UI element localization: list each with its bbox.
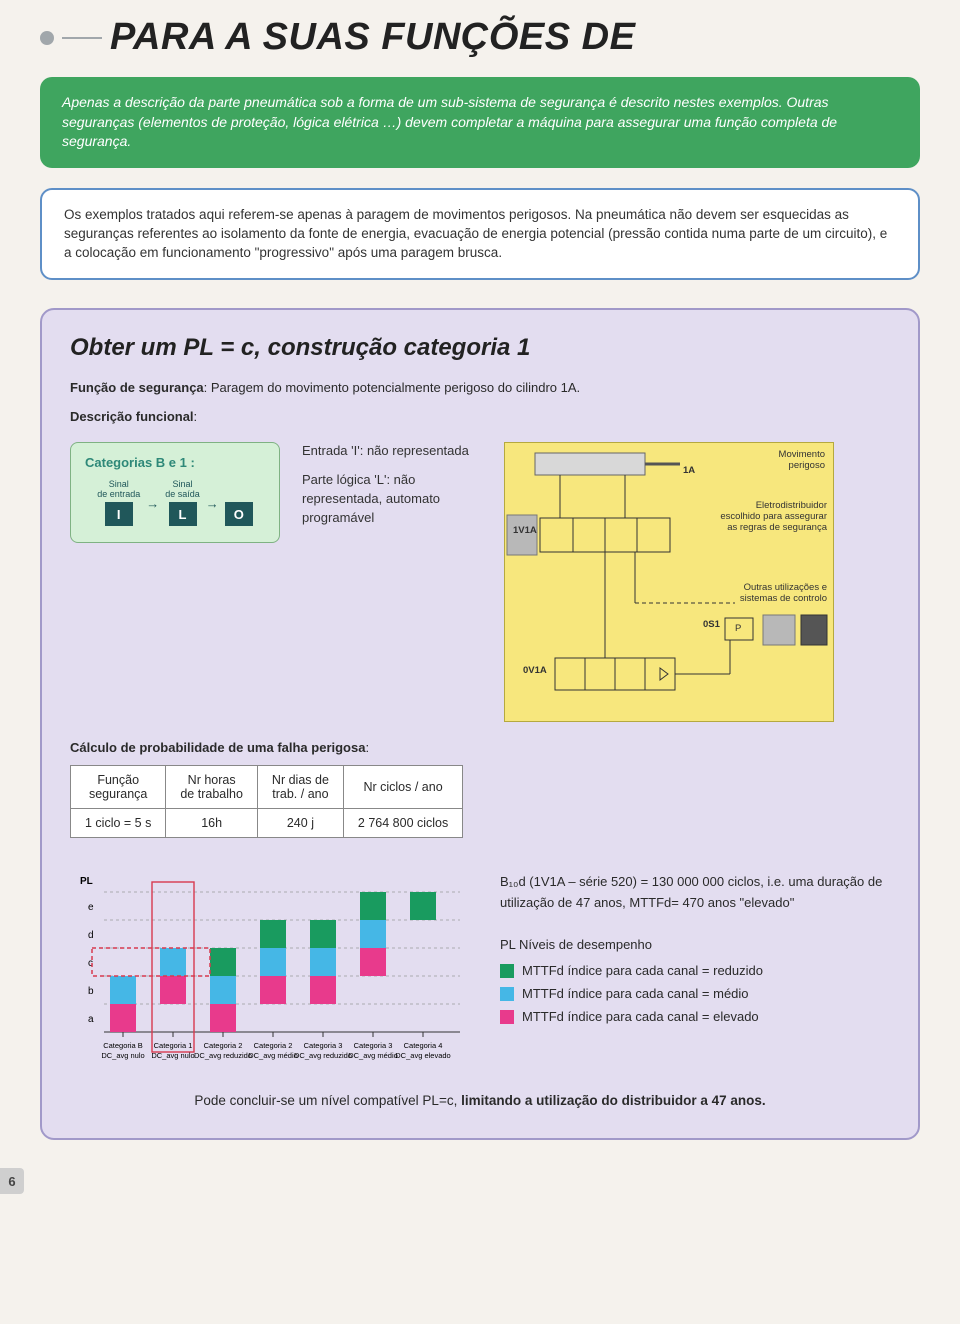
lbl-p: P (735, 623, 741, 634)
legend-text: MTTFd índice para cada canal = reduzido (522, 961, 763, 981)
ilo-row: Sinal de entrada I → Sinal de saída L → … (85, 480, 265, 526)
svg-text:a: a (88, 1014, 94, 1025)
lbl-mov: Movimento perigoso (779, 449, 825, 471)
title-dot (40, 31, 54, 45)
td1: 16h (166, 809, 258, 838)
legend-swatch (500, 964, 514, 978)
svg-text:DC_avg reduzido: DC_avg reduzido (294, 1051, 352, 1060)
svg-text:Categoria 1: Categoria 1 (154, 1041, 193, 1050)
schematic: 1A Movimento perigoso 1V1A Eletrodistrib… (504, 442, 834, 722)
lbl-0s1: 0S1 (703, 619, 720, 630)
ilo-col-o: O (225, 480, 253, 526)
td3: 2 764 800 ciclos (343, 809, 462, 838)
conclusion: Pode concluir-se um nível compatível PL=… (70, 1093, 890, 1108)
legend-pl-title: PL Níveis de desempenho (500, 935, 890, 955)
ilo-box-o: O (225, 502, 253, 526)
main-panel: Obter um PL = c, construção categoria 1 … (40, 308, 920, 1140)
td2: 240 j (257, 809, 343, 838)
svg-text:Categoria 3: Categoria 3 (354, 1041, 393, 1050)
page-title: PARA A SUAS FUNÇÕES DE (110, 16, 635, 59)
svg-text:b: b (88, 986, 94, 997)
ilo-col-i: Sinal de entrada I (97, 480, 140, 526)
arrow-icon: → (146, 496, 159, 511)
svg-text:Categoria B: Categoria B (103, 1041, 143, 1050)
pl-chart: PLabcdeCategoria BDC_avg nuloCategoria 1… (70, 872, 470, 1072)
ilo-spacer (238, 480, 241, 500)
arrow-icon: → (206, 496, 219, 511)
func-text: : Paragem do movimento potencialmente pe… (204, 380, 581, 395)
th2: Nr dias de trab. / ano (257, 766, 343, 809)
svg-text:Categoria 2: Categoria 2 (204, 1041, 243, 1050)
ilo-box-l: L (169, 502, 197, 526)
section-title: Obter um PL = c, construção categoria 1 (70, 334, 890, 362)
legend-text: MTTFd índice para cada canal = médio (522, 984, 749, 1004)
ilo-box-i: I (105, 502, 133, 526)
svg-text:DC_avg nulo: DC_avg nulo (101, 1051, 144, 1060)
svg-text:Categoria 3: Categoria 3 (304, 1041, 343, 1050)
entry-l1: Entrada 'I': não representada (302, 442, 482, 461)
svg-text:DC_avg médio: DC_avg médio (348, 1051, 398, 1060)
ilo-col-l: Sinal de saída L (165, 480, 200, 526)
intro-green-box: Apenas a descrição da parte pneumática s… (40, 77, 920, 168)
legend-swatch (500, 987, 514, 1001)
conclusion-a: Pode concluir-se um nível compatível PL=… (194, 1093, 461, 1108)
svg-text:DC_avg elevado: DC_avg elevado (395, 1051, 450, 1060)
svg-text:Categoria 4: Categoria 4 (404, 1041, 443, 1050)
func-line: Função de segurança: Paragem do moviment… (70, 380, 890, 395)
svg-text:DC_avg nulo: DC_avg nulo (151, 1051, 194, 1060)
ilo-label-in: Sinal de entrada (97, 480, 140, 500)
calc-table: Função segurança Nr horas de trabalho Nr… (70, 765, 463, 838)
td0: 1 ciclo = 5 s (71, 809, 166, 838)
page-number: 6 (0, 1168, 24, 1194)
table-row: Função segurança Nr horas de trabalho Nr… (71, 766, 463, 809)
lbl-eletro: Eletrodistribuidor escolhido para assegu… (720, 501, 827, 534)
desc-label: Descrição funcional (70, 409, 194, 424)
entry-l2: Parte lógica 'L': não representada, auto… (302, 471, 482, 528)
chart-box: PLabcdeCategoria BDC_avg nuloCategoria 1… (70, 872, 470, 1075)
row-bottom: PLabcdeCategoria BDC_avg nuloCategoria 1… (70, 872, 890, 1075)
title-row: PARA A SUAS FUNÇÕES DE (40, 16, 920, 59)
svg-text:d: d (88, 930, 94, 941)
th0: Função segurança (71, 766, 166, 809)
entry-text: Entrada 'I': não representada Parte lógi… (302, 442, 482, 527)
func-label: Função de segurança (70, 380, 204, 395)
svg-text:Categoria 2: Categoria 2 (254, 1041, 293, 1050)
intro-white-box: Os exemplos tratados aqui referem-se ape… (40, 188, 920, 281)
cat-title: Categorias B e 1 : (85, 455, 265, 470)
lbl-0v1a: 0V1A (523, 665, 547, 676)
lbl-outras: Outras utilizações e sistemas de control… (740, 583, 827, 605)
legend-row: MTTFd índice para cada canal = elevado (500, 1007, 890, 1027)
svg-text:DC_avg médio: DC_avg médio (248, 1051, 298, 1060)
desc-line: Descrição funcional: (70, 409, 890, 424)
legend-b10d: B₁₀d (1V1A – série 520) = 130 000 000 ci… (500, 872, 890, 912)
th1: Nr horas de trabalho (166, 766, 258, 809)
ilo-label-out: Sinal de saída (165, 480, 200, 500)
category-box: Categorias B e 1 : Sinal de entrada I → … (70, 442, 280, 543)
lbl-1a: 1A (683, 465, 695, 476)
calc-label: Cálculo de probabilidade de uma falha pe… (70, 740, 365, 755)
legend-row: MTTFd índice para cada canal = reduzido (500, 961, 890, 981)
svg-text:PL: PL (80, 876, 93, 887)
conclusion-b: limitando a utilização do distribuidor a… (461, 1093, 766, 1108)
legend-swatch (500, 1010, 514, 1024)
legend-col: B₁₀d (1V1A – série 520) = 130 000 000 ci… (500, 872, 890, 1030)
th3: Nr ciclos / ano (343, 766, 462, 809)
calc-title: Cálculo de probabilidade de uma falha pe… (70, 740, 890, 755)
title-line (62, 37, 102, 39)
row-top: Categorias B e 1 : Sinal de entrada I → … (70, 442, 890, 722)
svg-text:DC_avg reduzido: DC_avg reduzido (194, 1051, 252, 1060)
table-row: 1 ciclo = 5 s 16h 240 j 2 764 800 ciclos (71, 809, 463, 838)
legend-text: MTTFd índice para cada canal = elevado (522, 1007, 759, 1027)
svg-text:e: e (88, 902, 94, 913)
lbl-1v1a: 1V1A (513, 525, 537, 536)
legend-row: MTTFd índice para cada canal = médio (500, 984, 890, 1004)
